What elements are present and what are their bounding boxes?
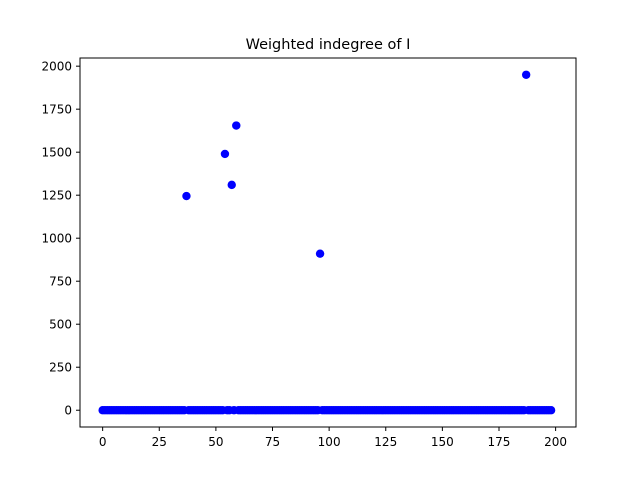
data-point-outlier: [315, 249, 325, 258]
x-tick-label: 25: [152, 435, 167, 449]
data-point-outlier: [182, 191, 191, 201]
y-tick-label: 750: [49, 275, 72, 289]
y-tick-label: 1500: [41, 146, 72, 160]
x-tick-label: 125: [374, 435, 397, 449]
x-tick-label: 100: [318, 435, 341, 449]
y-tick-label: 2000: [41, 60, 72, 74]
data-point-outlier: [220, 149, 230, 159]
x-tick-label: 0: [99, 435, 107, 449]
axes-layer: 0 25 50 75 100 125 150 175 200025050075010001250…: [41, 57, 577, 449]
y-tick-label: 1750: [41, 103, 72, 117]
data-point-outlier: [227, 180, 236, 190]
plot-frame: [79, 57, 577, 428]
y-tick-label: 250: [49, 361, 72, 375]
data-point-outlier: [521, 70, 531, 79]
points-layer: [98, 70, 556, 415]
y-tick-label: 0: [64, 404, 72, 418]
x-tick-label: 150: [431, 435, 454, 449]
y-tick-label: 1250: [41, 189, 72, 203]
x-tick-label: 175: [488, 435, 511, 449]
y-tick-label: 500: [49, 318, 72, 332]
x-tick-label: 50: [208, 435, 223, 449]
x-tick-label: 200: [544, 435, 567, 449]
data-point: [546, 406, 556, 415]
chart-title: Weighted indegree of I: [246, 37, 411, 53]
x-tick-label: 75: [265, 435, 280, 449]
y-tick-label: 1000: [41, 232, 72, 246]
data-point-outlier: [232, 121, 241, 130]
